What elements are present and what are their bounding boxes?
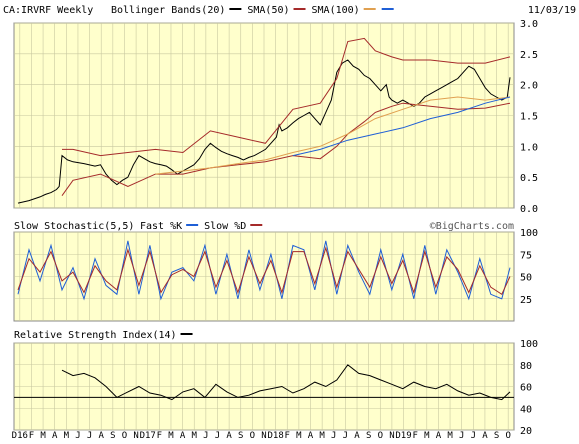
x-tick-label: M: [424, 431, 430, 441]
x-tick-label: M: [168, 431, 174, 441]
x-tick-label: M: [296, 431, 302, 441]
watermark: ©BigCharts.com: [430, 221, 514, 232]
rsi-title: Relative Strength Index(14): [14, 330, 177, 341]
x-tick-label: S: [366, 431, 371, 441]
series-line: [292, 96, 511, 157]
x-tick-label: M: [192, 431, 198, 441]
series-line: [61, 364, 511, 401]
y-tick-label: 0.0: [520, 204, 538, 215]
x-axis-ticks: D16 F M A M J J A S O N D17 F M A M J J A S O N D18 F M A M J J A S O N D…: [12, 431, 511, 441]
x-tick-label: J: [471, 431, 476, 441]
x-tick-label: N: [133, 431, 138, 441]
x-tick-label: J: [331, 431, 336, 441]
x-tick-label: O: [250, 431, 255, 441]
y-tick-label: 1.5: [520, 112, 538, 123]
x-tick-label: D16: [12, 431, 28, 441]
x-tick-label: O: [378, 431, 383, 441]
x-tick-label: J: [215, 431, 220, 441]
y-tick-label: 20: [520, 426, 532, 437]
x-tick-label: O: [122, 431, 127, 441]
y-tick-label: 2.0: [520, 81, 538, 92]
stochastic-legend: Fast %K Slow %D: [140, 221, 263, 232]
x-tick-label: F: [285, 431, 290, 441]
price-legend: Bollinger Bands(20) SMA(50) SMA(100): [111, 5, 394, 16]
grid-lines: [14, 22, 514, 431]
x-tick-label: D19: [395, 431, 411, 441]
x-tick-label: D17: [140, 431, 156, 441]
date-corner: 11/03/19: [528, 5, 576, 16]
x-tick-label: F: [412, 431, 417, 441]
x-tick-label: M: [64, 431, 70, 441]
x-tick-label: A: [482, 431, 488, 441]
series-line: [155, 96, 511, 175]
y-tick-label: 50: [520, 273, 532, 284]
stochastic-title: Slow Stochastic(5,5): [14, 221, 134, 232]
series-line: [17, 59, 511, 204]
x-tick-label: S: [110, 431, 115, 441]
y-tick-label: 75: [520, 250, 532, 261]
x-tick-label: M: [40, 431, 46, 441]
series-line: [62, 37, 511, 157]
x-tick-label: M: [447, 431, 453, 441]
y-tick-label: 1.0: [520, 142, 538, 153]
x-tick-label: A: [226, 431, 232, 441]
x-tick-label: D18: [267, 431, 283, 441]
legend-label: SMA(50): [247, 5, 289, 16]
y-tick-label: 3.0: [520, 19, 538, 30]
x-tick-label: A: [354, 431, 360, 441]
x-tick-label: N: [389, 431, 394, 441]
series-line: [17, 246, 511, 296]
y-tick-label: 80: [520, 361, 532, 372]
x-tick-label: S: [238, 431, 243, 441]
x-tick-label: J: [203, 431, 208, 441]
x-tick-label: N: [261, 431, 266, 441]
x-tick-label: J: [343, 431, 348, 441]
x-tick-label: A: [308, 431, 314, 441]
x-tick-label: S: [494, 431, 499, 441]
x-tick-label: O: [505, 431, 510, 441]
chart-title: CA:IRVRF Weekly: [3, 5, 93, 16]
legend-label: Slow %D: [204, 221, 246, 232]
x-tick-label: J: [75, 431, 80, 441]
legend-label: SMA(100): [312, 5, 360, 16]
y-tick-label: 100: [520, 339, 538, 350]
x-tick-label: A: [52, 431, 58, 441]
y-axis-ticks: 0.0 0.5 1.0 1.5 2.0 2.5 3.0 25 50 75 100 20 40 60 80 10…: [520, 19, 538, 437]
y-tick-label: 100: [520, 228, 538, 239]
x-tick-label: M: [319, 431, 325, 441]
x-tick-label: J: [87, 431, 92, 441]
y-tick-label: 25: [520, 295, 532, 306]
x-tick-label: A: [98, 431, 104, 441]
x-tick-label: F: [157, 431, 162, 441]
x-tick-label: A: [436, 431, 442, 441]
x-tick-label: J: [459, 431, 464, 441]
series-line: [61, 102, 511, 196]
series-lines: [14, 37, 514, 401]
y-tick-label: 0.5: [520, 173, 538, 184]
y-tick-label: 60: [520, 383, 532, 394]
y-tick-label: 40: [520, 404, 532, 415]
x-tick-label: F: [29, 431, 34, 441]
y-tick-label: 2.5: [520, 50, 538, 61]
legend-label: Fast %K: [140, 221, 182, 232]
legend-label: Bollinger Bands(20): [111, 5, 225, 16]
x-tick-label: A: [180, 431, 186, 441]
